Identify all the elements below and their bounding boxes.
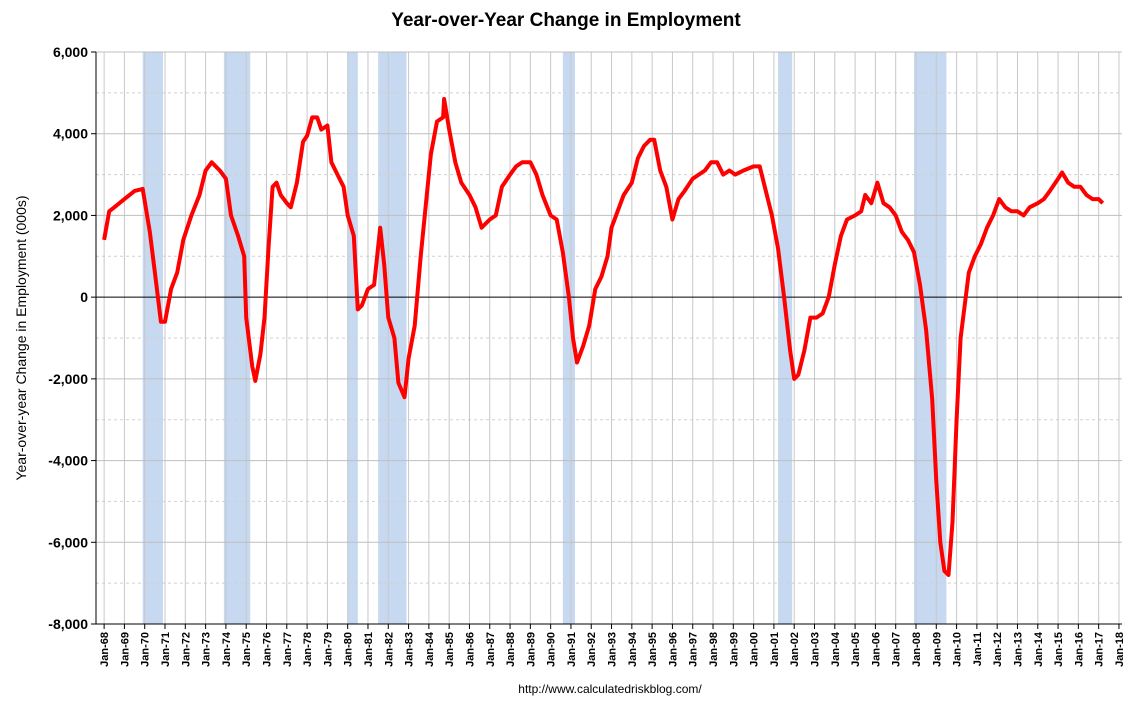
x-tick-label: Jan-94 — [627, 631, 639, 667]
x-tick-label: Jan-14 — [1033, 631, 1045, 667]
source: http://www.calculatedriskblog.com/ — [518, 682, 702, 696]
x-tick-label: Jan-13 — [1012, 632, 1024, 667]
x-tick-label: Jan-93 — [607, 632, 619, 667]
x-tick-label: Jan-95 — [647, 632, 659, 667]
x-tick-label: Jan-03 — [810, 632, 822, 667]
y-tick-label: -4,000 — [48, 453, 88, 469]
x-tick-label: Jan-68 — [99, 632, 111, 667]
x-tick-label: Jan-02 — [789, 632, 801, 667]
x-tick-label: Jan-80 — [343, 632, 355, 667]
x-tick-label: Jan-18 — [1114, 632, 1126, 667]
x-tick-label: Jan-05 — [850, 632, 862, 667]
x-tick-label: Jan-85 — [444, 632, 456, 667]
x-tick-label: Jan-08 — [911, 632, 923, 667]
y-tick-label: 0 — [80, 289, 88, 305]
x-tick-label: Jan-71 — [160, 632, 172, 667]
y-tick-label: 4,000 — [53, 126, 88, 142]
x-tick-label: Jan-70 — [140, 632, 152, 667]
x-tick-label: Jan-04 — [830, 631, 842, 667]
x-tick-label: Jan-06 — [870, 632, 882, 667]
x-tick-label: Jan-99 — [728, 632, 740, 667]
x-tick-label: Jan-83 — [404, 632, 416, 667]
x-tick-label: Jan-72 — [180, 632, 192, 667]
y-tick-label: -6,000 — [48, 534, 88, 550]
x-tick-label: Jan-84 — [424, 631, 436, 667]
x-tick-label: Jan-74 — [221, 631, 233, 667]
x-tick-label: Jan-00 — [749, 632, 761, 667]
x-tick-label: Jan-88 — [505, 632, 517, 667]
x-tick-label: Jan-07 — [891, 632, 903, 667]
x-tick-label: Jan-86 — [464, 632, 476, 667]
y-tick-label: 2,000 — [53, 207, 88, 223]
recession-band — [777, 52, 793, 624]
x-tick-label: Jan-12 — [992, 632, 1004, 667]
x-tick-label: Jan-81 — [363, 632, 375, 667]
x-tick-label: Jan-17 — [1094, 632, 1106, 667]
x-tick-label: Jan-16 — [1073, 632, 1085, 667]
x-tick-label: Jan-87 — [485, 632, 497, 667]
data-line — [102, 97, 1105, 577]
x-tick-label: Jan-73 — [201, 632, 213, 667]
x-tick-label: Jan-98 — [708, 632, 720, 667]
x-tick-label: Jan-97 — [688, 632, 700, 667]
y-tick-label: -2,000 — [48, 371, 88, 387]
x-tick-label: Jan-15 — [1053, 632, 1065, 667]
x-tick-label: Jan-92 — [586, 632, 598, 667]
x-tick-label: Jan-82 — [383, 632, 395, 667]
x-tick-label: Jan-69 — [119, 632, 131, 667]
chart-title: Year-over-Year Change in Employment — [391, 10, 741, 31]
x-tick-label: Jan-76 — [261, 632, 273, 667]
x-tick-label: Jan-01 — [769, 632, 781, 667]
x-tick-label: Jan-11 — [972, 632, 984, 666]
y-tick-label: 6,000 — [53, 44, 88, 60]
y-tick-label: -8,000 — [48, 616, 88, 632]
x-tick-label: Jan-91 — [566, 632, 578, 667]
x-tick-label: Jan-78 — [302, 632, 314, 667]
x-tick-label: Jan-75 — [241, 632, 253, 667]
x-tick-label: Jan-96 — [667, 632, 679, 667]
recession-band — [562, 52, 576, 624]
x-tick-label: Jan-77 — [282, 632, 294, 667]
y-axis-label: Year-over-year Change in Employment (000… — [13, 195, 29, 480]
x-tick-label: Jan-09 — [931, 632, 943, 667]
x-tick-label: Jan-79 — [322, 632, 334, 667]
x-tick-label: Jan-10 — [952, 632, 964, 667]
x-tick-label: Jan-89 — [525, 632, 537, 667]
x-tick-label: Jan-90 — [546, 632, 558, 667]
recession-band — [347, 52, 358, 624]
